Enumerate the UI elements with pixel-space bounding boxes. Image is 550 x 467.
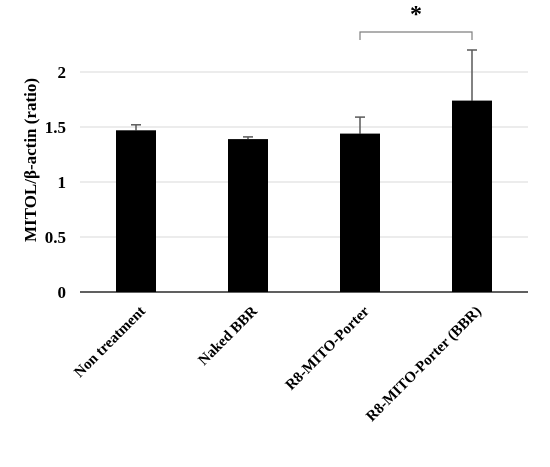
error-bars <box>131 49 477 140</box>
y-tick-label: 0.5 <box>45 228 66 247</box>
bracket-line <box>359 31 473 40</box>
bar <box>228 139 268 292</box>
x-tick-label: R8-MITO-Porter (BBR) <box>363 304 484 425</box>
y-tick-label: 0 <box>58 283 67 302</box>
bar <box>452 100 492 292</box>
y-tick-label: 2 <box>58 63 67 82</box>
bar <box>340 133 380 292</box>
bar <box>116 130 156 292</box>
x-tick-label: R8-MITO-Porter <box>283 303 373 393</box>
y-tick-label: 1 <box>58 173 67 192</box>
x-tick-label: Non treatment <box>71 304 148 381</box>
y-axis-label: MITOL/β-actin (ratio) <box>21 78 40 242</box>
bars <box>116 100 492 292</box>
y-axis-ticks: 0 0.5 1 1.5 2 <box>45 63 66 302</box>
y-tick-label: 1.5 <box>45 118 66 137</box>
significance-marker: * <box>410 2 422 28</box>
significance-bracket: * <box>359 2 473 40</box>
x-axis-labels: Non treatment Naked BBR R8-MITO-PorterR8-M… <box>71 303 484 425</box>
x-tick-label: Naked BBR <box>196 303 261 368</box>
